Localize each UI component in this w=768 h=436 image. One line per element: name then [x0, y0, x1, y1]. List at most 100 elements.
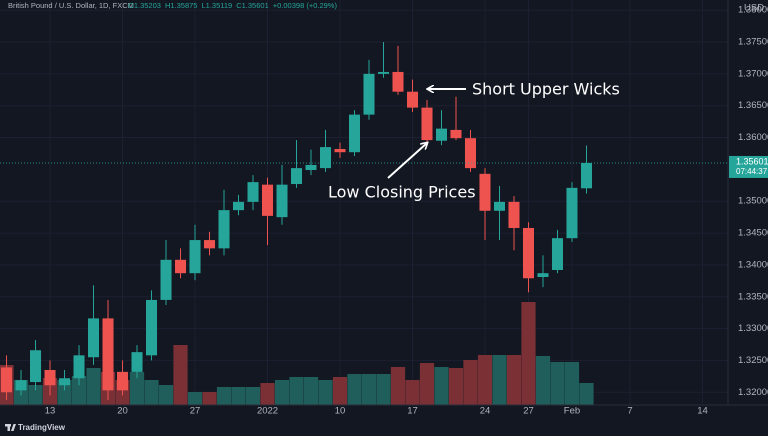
volume-bar [202, 392, 217, 405]
header-title: British Pound / U.S. Dollar, 1D, FXCM [8, 1, 134, 10]
volume-bar [361, 374, 377, 405]
candle-body [261, 184, 274, 216]
ohlc-legend: O1.35203 H1.35875 L1.35119 C1.35601 +0.00398… [128, 1, 337, 10]
candle-body [522, 227, 535, 279]
volume-bar [173, 345, 188, 405]
watermark-text: TradingView [18, 423, 66, 432]
volume-bar [231, 387, 246, 405]
y-tick-label: 1.36500 [738, 100, 768, 111]
volume-bar [57, 380, 72, 405]
candle-body [435, 128, 448, 141]
candle-body [421, 107, 433, 141]
candle-body [131, 352, 143, 372]
volume-bar [535, 356, 551, 405]
x-tick-label: 27 [190, 406, 201, 417]
logo-part [7, 424, 10, 431]
ohlc-value: O1.35203 [128, 1, 161, 10]
y-tick-label: 1.38000 [738, 5, 768, 16]
candle-body [175, 259, 187, 274]
candle-body [319, 147, 332, 169]
candle-body [551, 238, 564, 270]
candle-body [392, 71, 404, 92]
volume-bar [144, 380, 159, 405]
candle-body [44, 369, 56, 386]
candle-body [73, 355, 85, 379]
candle-body [30, 350, 42, 383]
y-tick-label: 1.35000 [738, 196, 768, 207]
volume-bar [477, 355, 493, 405]
volume-bar [216, 387, 232, 405]
volume-bar [448, 368, 464, 405]
volume-bar [332, 377, 348, 405]
candle-body [290, 168, 303, 185]
x-tick-label: 7 [627, 406, 632, 417]
volume-bar [245, 387, 261, 405]
candle-body [189, 240, 201, 274]
candle-body [334, 149, 346, 153]
y-tick-label: 1.34000 [738, 259, 768, 270]
y-tick-label: 1.33500 [738, 291, 768, 302]
annotation-arrow [387, 143, 427, 179]
volume-bar [419, 363, 435, 405]
volume-bar [303, 377, 319, 405]
candle-body [15, 380, 27, 391]
candle-body [305, 164, 317, 171]
last-price-box [729, 155, 768, 178]
watermark: TradingView [5, 423, 66, 432]
volume-bar [506, 355, 522, 405]
x-tick-label: 27 [523, 406, 534, 417]
volume-bar [129, 372, 145, 405]
candle-body [247, 182, 259, 202]
volume-bar [550, 362, 565, 405]
volume-bar [274, 380, 290, 405]
ohlc-value: L1.35119 [201, 1, 232, 10]
candle-body [88, 318, 100, 358]
volume-bar [71, 376, 87, 405]
logo-part [11, 424, 16, 431]
countdown: 07:44:37 [736, 167, 768, 176]
candle-body [450, 129, 462, 139]
x-tick-label: 10 [335, 406, 346, 417]
volume-bar [492, 355, 507, 405]
candle-body [160, 259, 172, 300]
candle-body [146, 299, 158, 356]
volume-bar [405, 380, 420, 405]
volume-bar [158, 385, 174, 405]
candle-body [348, 114, 361, 153]
candle-body [1, 367, 13, 393]
axes: 1.32000 1.32500 1.33000 1.33500 1.34000 1.345… [45, 5, 768, 417]
volume-bar [347, 374, 362, 405]
annotation: Low Closing Prices [328, 183, 476, 202]
y-tick-label: 1.36000 [738, 132, 768, 143]
volume-bar [390, 367, 406, 405]
candle-body [204, 240, 216, 249]
candle-body [406, 91, 419, 108]
volume-bar [318, 380, 333, 405]
candle-body [59, 378, 71, 386]
y-tick-label: 1.37500 [738, 37, 768, 48]
candle-body [102, 318, 114, 391]
x-tick-label: Feb [564, 406, 580, 417]
candle-body [276, 184, 288, 218]
ohlc-value: +0.00398 (+0.29%) [273, 1, 338, 10]
y-tick-label: 1.37000 [738, 68, 768, 79]
volume-bar [187, 392, 203, 405]
candle-body [117, 371, 129, 391]
last-price-label: 1.35601 [736, 156, 768, 166]
candle-body [508, 201, 520, 228]
x-tick-label: 20 [117, 406, 128, 417]
volume-bar [579, 383, 594, 405]
candle-body [479, 173, 491, 211]
x-tick-label: 17 [407, 406, 418, 417]
x-tick-label: 2022 [257, 406, 278, 417]
candle-layer [0, 42, 728, 400]
y-tick-label: 1.32000 [738, 387, 768, 398]
candle-body [464, 138, 477, 169]
candle-body [363, 73, 375, 115]
y-tick-label: 1.33000 [738, 323, 768, 334]
volume-bar [28, 385, 43, 405]
candle-body [377, 71, 390, 74]
ohlc-value: H1.35875 [165, 1, 198, 10]
volume-bar [260, 383, 275, 405]
